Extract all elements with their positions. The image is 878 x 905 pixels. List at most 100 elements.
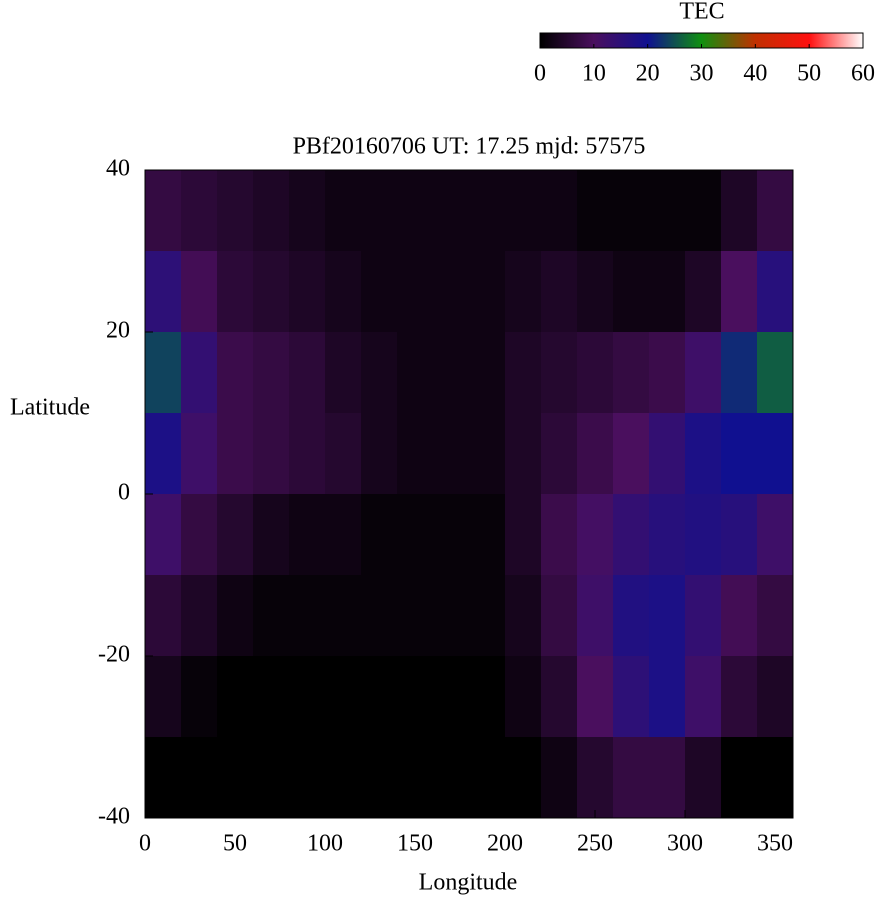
heat-cell	[361, 332, 398, 414]
heat-cell	[181, 332, 218, 414]
heat-cell	[397, 332, 434, 414]
heat-cell	[721, 575, 758, 657]
colorbar-tick-label: 10	[582, 61, 606, 87]
heat-cell	[469, 332, 506, 414]
heat-cell	[217, 737, 254, 819]
heat-cell	[217, 332, 254, 414]
heat-cell	[757, 251, 794, 333]
heat-cell	[613, 737, 650, 819]
heat-cell	[289, 494, 326, 576]
heat-cell	[217, 656, 254, 738]
heat-cell	[181, 413, 218, 495]
heat-cell	[541, 575, 578, 657]
heat-cell	[145, 170, 182, 252]
heat-cell	[613, 575, 650, 657]
heat-cell	[361, 251, 398, 333]
heat-cell	[253, 575, 290, 657]
heat-cell	[685, 332, 722, 414]
heat-cell	[577, 332, 614, 414]
heat-cell	[757, 413, 794, 495]
heat-cell	[649, 494, 686, 576]
heat-cell	[253, 413, 290, 495]
heat-cell	[685, 170, 722, 252]
heat-cell	[541, 737, 578, 819]
heat-cell	[361, 494, 398, 576]
heat-cell	[397, 494, 434, 576]
y-tick-label: -40	[98, 804, 130, 830]
heat-cell	[685, 656, 722, 738]
heat-cell	[469, 737, 506, 819]
heat-cell	[433, 251, 470, 333]
heat-cell	[505, 494, 542, 576]
x-tick-label: 150	[397, 831, 433, 857]
heat-cell	[145, 575, 182, 657]
heat-cell	[433, 170, 470, 252]
heat-cell	[289, 332, 326, 414]
colorbar-tick-label: 50	[797, 61, 821, 87]
heat-cell	[289, 251, 326, 333]
heat-cell	[397, 413, 434, 495]
heat-cell	[469, 575, 506, 657]
heat-cell	[145, 656, 182, 738]
heat-cell	[721, 413, 758, 495]
y-tick-label: 0	[118, 480, 130, 506]
heat-cell	[685, 494, 722, 576]
heat-cell	[361, 737, 398, 819]
heat-cell	[361, 170, 398, 252]
heat-cell	[505, 332, 542, 414]
heat-cell	[397, 251, 434, 333]
colorbar-tick-label: 40	[743, 61, 767, 87]
heat-cell	[505, 170, 542, 252]
heat-cell	[649, 332, 686, 414]
x-tick-label: 100	[307, 831, 343, 857]
heat-cell	[469, 413, 506, 495]
heat-cell	[361, 575, 398, 657]
heat-cell	[397, 170, 434, 252]
heat-cell	[217, 170, 254, 252]
heat-cell	[433, 737, 470, 819]
heat-cell	[253, 494, 290, 576]
heat-cell	[613, 413, 650, 495]
heat-cell	[289, 575, 326, 657]
heat-cell	[757, 737, 794, 819]
heat-cell	[217, 251, 254, 333]
heat-cell	[541, 656, 578, 738]
heat-cell	[721, 737, 758, 819]
chart-title: PBf20160706 UT: 17.25 mjd: 57575	[293, 134, 646, 160]
heat-cell	[325, 251, 362, 333]
heat-cell	[757, 170, 794, 252]
heat-cell	[145, 494, 182, 576]
heat-cell	[433, 575, 470, 657]
heat-cell	[577, 170, 614, 252]
heat-cell	[289, 656, 326, 738]
y-tick-label: 20	[106, 318, 130, 344]
colorbar-tick-label: 20	[636, 61, 660, 87]
heat-cell	[217, 413, 254, 495]
heat-cell	[181, 575, 218, 657]
heat-cell	[577, 251, 614, 333]
heat-cell	[181, 656, 218, 738]
heat-cell	[613, 332, 650, 414]
heat-cell	[577, 656, 614, 738]
heat-cell	[613, 656, 650, 738]
heat-cell	[613, 251, 650, 333]
heat-cell	[145, 251, 182, 333]
x-tick-label: 200	[487, 831, 523, 857]
colorbar-tick-label: 30	[690, 61, 714, 87]
x-tick-label: 300	[667, 831, 703, 857]
heat-cell	[289, 737, 326, 819]
y-tick-label: 40	[106, 156, 130, 182]
heat-cell	[541, 332, 578, 414]
heat-cell	[433, 332, 470, 414]
heat-cell	[253, 332, 290, 414]
heat-cell	[361, 413, 398, 495]
heat-cell	[649, 737, 686, 819]
heat-cell	[685, 575, 722, 657]
heat-cell	[145, 413, 182, 495]
heat-cell	[469, 251, 506, 333]
heat-cell	[325, 575, 362, 657]
colorbar-tick-label: 60	[851, 61, 875, 87]
y-axis-label: Latitude	[10, 395, 90, 421]
heat-cell	[253, 656, 290, 738]
